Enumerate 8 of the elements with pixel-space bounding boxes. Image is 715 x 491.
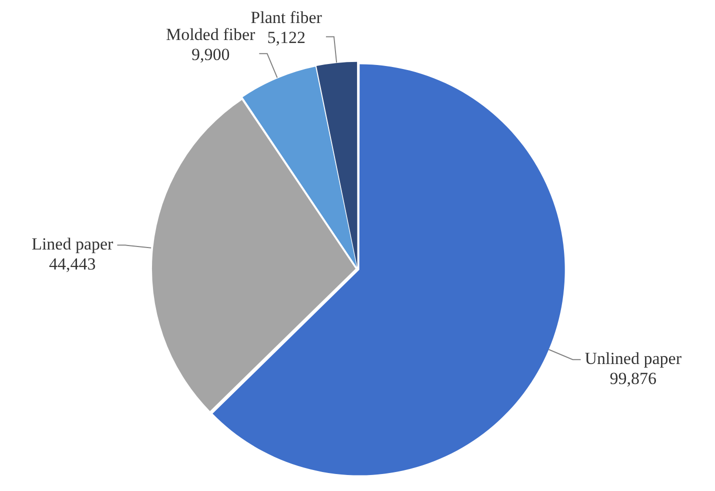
data-label: 99,876 (610, 369, 656, 388)
data-label: 9,900 (191, 45, 230, 64)
slice-label: Lined paper (32, 234, 114, 254)
slice-label: Unlined paper (584, 349, 682, 368)
data-label: 44,443 (49, 254, 96, 274)
slice-label: Plant fiber (250, 8, 322, 28)
slice-label: Molded fiber (166, 25, 256, 44)
data-label: 5,122 (267, 28, 306, 48)
